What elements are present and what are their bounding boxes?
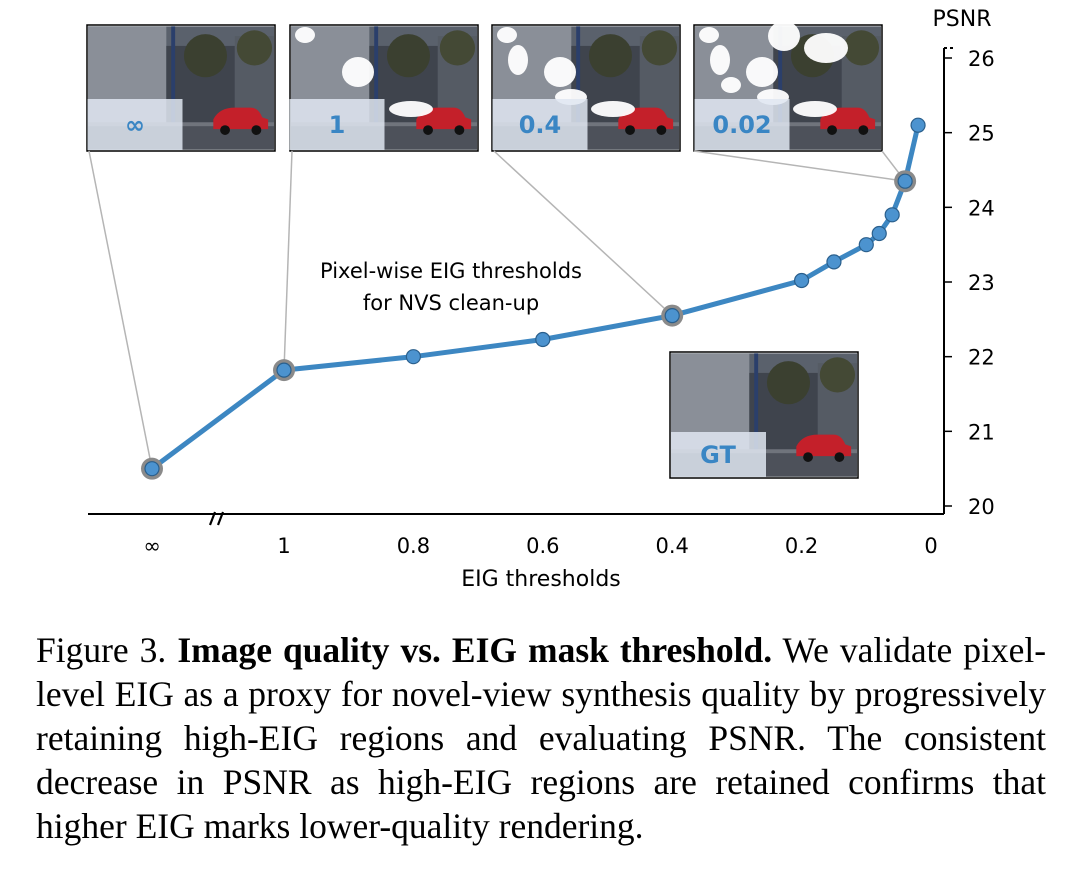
y-tick-label: 25 bbox=[968, 122, 995, 146]
thumbnail-label: 0.02 bbox=[712, 111, 771, 139]
data-point bbox=[405, 349, 421, 365]
thumbnail-label-gt: GT bbox=[700, 441, 736, 469]
figure: ∞ 1 0.4 0.02 GT ∞ 1 0.8 0.6 0.4 0.2 0 20 21 22 23 24 2… bbox=[86, 7, 995, 592]
thumbnail-3: 0.4 bbox=[491, 24, 681, 152]
data-point bbox=[871, 225, 887, 242]
annotation-line-1: Pixel-wise EIG thresholds bbox=[320, 259, 582, 283]
x-tick-label: 0 bbox=[924, 534, 937, 558]
annotation-line-2: for NVS clean-up bbox=[363, 291, 539, 315]
y-tick-label: 20 bbox=[968, 495, 995, 519]
x-tick-label: 0.8 bbox=[397, 534, 430, 558]
data-point bbox=[858, 237, 874, 253]
data-point bbox=[664, 308, 680, 324]
thumbnail-connector-line bbox=[88, 150, 153, 469]
thumbnail-connector-line bbox=[493, 150, 673, 317]
y-tick-label: 26 bbox=[968, 47, 995, 71]
y-tick-label: 23 bbox=[968, 271, 995, 295]
y-tick-label: 22 bbox=[968, 346, 995, 370]
thumbnail-label: 1 bbox=[329, 111, 346, 139]
data-point bbox=[897, 173, 913, 189]
y-axis bbox=[943, 47, 954, 514]
y-axis-title: PSNR bbox=[933, 7, 992, 32]
caption-prefix: Figure 3. bbox=[36, 630, 167, 670]
x-axis-title: EIG thresholds bbox=[461, 567, 621, 592]
data-point bbox=[793, 272, 810, 289]
data-point bbox=[535, 331, 551, 348]
caption-body: We validate pixel-level EIG as a proxy f… bbox=[36, 630, 1047, 846]
thumbnail-4: 0.02 bbox=[693, 21, 883, 152]
thumbnail-connector-line bbox=[693, 150, 906, 182]
caption-title: Image quality vs. EIG mask threshold. bbox=[177, 630, 773, 670]
thumbnail-1: ∞ bbox=[86, 24, 276, 152]
x-axis bbox=[88, 511, 944, 526]
x-tick-label: 0.6 bbox=[526, 534, 559, 558]
x-tick-label: ∞ bbox=[143, 534, 161, 558]
data-point bbox=[826, 254, 842, 270]
x-tick-label: 0.2 bbox=[785, 534, 818, 558]
data-point bbox=[144, 461, 160, 477]
axis-break-icon bbox=[208, 511, 225, 526]
chart: ∞ 1 0.4 0.02 GT ∞ 1 0.8 0.6 0.4 0.2 0 20 21 22 23 24 2… bbox=[86, 7, 995, 592]
y-tick-label: 24 bbox=[968, 196, 995, 220]
thumbnail-2: 1 bbox=[289, 24, 479, 152]
x-tick-label: 0.4 bbox=[655, 534, 688, 558]
thumbnail-label: ∞ bbox=[125, 111, 145, 139]
figure-caption: Figure 3. Image quality vs. EIG mask thr… bbox=[36, 628, 1046, 848]
data-point bbox=[910, 117, 926, 133]
data-point bbox=[276, 362, 292, 378]
thumbnail-gt: GT bbox=[669, 351, 859, 479]
x-tick-label: 1 bbox=[277, 534, 290, 558]
thumbnail-label: 0.4 bbox=[519, 111, 562, 139]
thumbnail-connector-line bbox=[283, 150, 293, 371]
data-point bbox=[884, 207, 900, 223]
y-tick-label: 21 bbox=[968, 420, 995, 444]
